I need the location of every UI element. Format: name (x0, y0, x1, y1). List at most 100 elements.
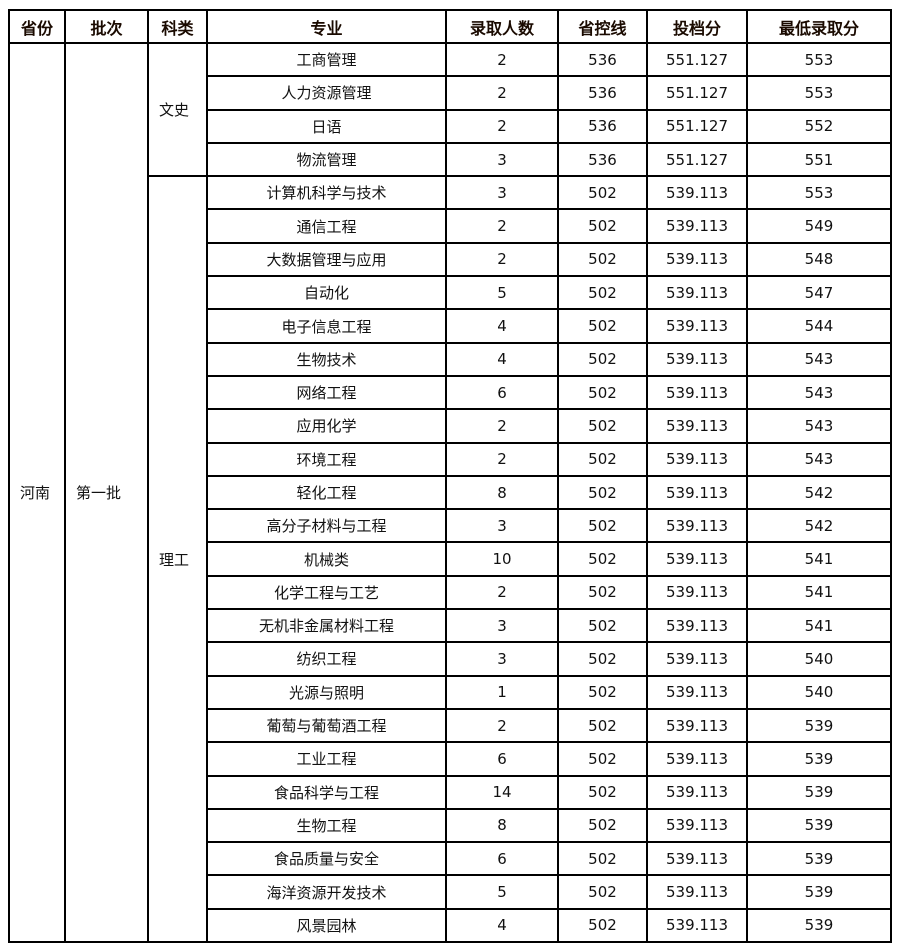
major-cell: 纺织工程 (206, 641, 447, 677)
provincial-line-cell: 502 (557, 341, 648, 377)
admitted-count-cell: 2 (445, 707, 559, 744)
filing-score-cell: 539.113 (646, 208, 748, 244)
filing-score-cell: 539.113 (646, 541, 748, 577)
table-row: 无机非金属材料工程 3 502 539.113 541 (9, 608, 892, 644)
filing-score-cell: 539.113 (646, 874, 748, 910)
category-cell: 文史 (147, 41, 208, 178)
provincial-line-cell: 502 (557, 308, 648, 344)
min-score-cell: 539 (746, 741, 892, 777)
table-row: 通信工程 2 502 539.113 549 (9, 208, 892, 244)
min-score-cell: 539 (746, 807, 892, 844)
provincial-line-cell: 502 (557, 907, 648, 944)
filing-score-cell: 551.127 (646, 141, 748, 178)
min-score-cell: 542 (746, 508, 892, 544)
filing-score-cell: 539.113 (646, 441, 748, 477)
admitted-count-cell: 8 (445, 474, 559, 511)
min-score-cell: 539 (746, 841, 892, 877)
provincial-line-cell: 502 (557, 541, 648, 577)
table-row: 轻化工程 8 502 539.113 542 (9, 474, 892, 511)
admitted-count-cell: 2 (445, 408, 559, 444)
min-score-cell: 539 (746, 774, 892, 810)
admitted-count-cell: 4 (445, 341, 559, 377)
major-cell: 生物技术 (206, 341, 447, 377)
min-score-cell: 543 (746, 341, 892, 377)
provincial-line-cell: 502 (557, 441, 648, 477)
header-batch: 批次 (64, 9, 149, 44)
provincial-line-cell: 502 (557, 175, 648, 211)
min-score-cell: 542 (746, 474, 892, 511)
filing-score-cell: 539.113 (646, 741, 748, 777)
table-row: 网络工程 6 502 539.113 543 (9, 374, 892, 411)
admitted-count-cell: 2 (445, 108, 559, 144)
major-cell: 食品科学与工程 (206, 774, 447, 810)
admitted-count-cell: 2 (445, 441, 559, 477)
admitted-count-cell: 1 (445, 674, 559, 710)
min-score-cell: 539 (746, 707, 892, 744)
min-score-cell: 553 (746, 75, 892, 111)
admitted-count-cell: 6 (445, 741, 559, 777)
table-row: 工业工程 6 502 539.113 539 (9, 741, 892, 777)
filing-score-cell: 539.113 (646, 574, 748, 611)
filing-score-cell: 539.113 (646, 707, 748, 744)
major-cell: 通信工程 (206, 208, 447, 244)
filing-score-cell: 539.113 (646, 308, 748, 344)
table-row: 人力资源管理 2 536 551.127 553 (9, 75, 892, 111)
major-cell: 海洋资源开发技术 (206, 874, 447, 910)
min-score-cell: 543 (746, 441, 892, 477)
filing-score-cell: 539.113 (646, 241, 748, 278)
table-row: 化学工程与工艺 2 502 539.113 541 (9, 574, 892, 611)
min-score-cell: 540 (746, 641, 892, 677)
min-score-cell: 547 (746, 275, 892, 311)
major-cell: 自动化 (206, 275, 447, 311)
admitted-count-cell: 4 (445, 308, 559, 344)
header-category: 科类 (147, 9, 208, 44)
major-cell: 高分子材料与工程 (206, 508, 447, 544)
header-admitted-count: 录取人数 (445, 9, 559, 44)
provincial-line-cell: 536 (557, 75, 648, 111)
min-score-cell: 541 (746, 574, 892, 611)
min-score-cell: 548 (746, 241, 892, 278)
header-row: 省份 批次 科类 专业 录取人数 省控线 投档分 最低录取分 (8, 9, 892, 44)
filing-score-cell: 539.113 (646, 907, 748, 944)
major-cell: 无机非金属材料工程 (206, 608, 447, 644)
table-row: 理工 计算机科学与技术 3 502 539.113 553 (9, 175, 892, 944)
table-row: 纺织工程 3 502 539.113 540 (9, 641, 892, 677)
admitted-count-cell: 3 (445, 608, 559, 644)
filing-score-cell: 551.127 (646, 75, 748, 111)
admitted-count-cell: 2 (445, 41, 559, 78)
major-cell: 物流管理 (206, 141, 447, 178)
table-row: 海洋资源开发技术 5 502 539.113 539 (9, 874, 892, 910)
table-row: 风景园林 4 502 539.113 539 (9, 907, 892, 944)
min-score-cell: 540 (746, 674, 892, 710)
provincial-line-cell: 502 (557, 674, 648, 710)
filing-score-cell: 539.113 (646, 474, 748, 511)
table-row: 生物技术 4 502 539.113 543 (9, 341, 892, 377)
table-row: 葡萄与葡萄酒工程 2 502 539.113 539 (9, 707, 892, 744)
major-cell: 光源与照明 (206, 674, 447, 710)
admitted-count-cell: 2 (445, 574, 559, 611)
provincial-line-cell: 502 (557, 874, 648, 910)
major-cell: 生物工程 (206, 807, 447, 844)
min-score-cell: 543 (746, 408, 892, 444)
min-score-cell: 539 (746, 907, 892, 944)
min-score-cell: 543 (746, 374, 892, 411)
filing-score-cell: 539.113 (646, 374, 748, 411)
filing-score-cell: 539.113 (646, 408, 748, 444)
provincial-line-cell: 502 (557, 641, 648, 677)
major-cell: 工业工程 (206, 741, 447, 777)
admitted-count-cell: 5 (445, 874, 559, 910)
table-row: 食品质量与安全 6 502 539.113 539 (9, 841, 892, 877)
min-score-cell: 551 (746, 141, 892, 178)
min-score-cell: 552 (746, 108, 892, 144)
major-cell: 日语 (206, 108, 447, 144)
table-row: 应用化学 2 502 539.113 543 (9, 408, 892, 444)
header-filing-score: 投档分 (646, 9, 748, 44)
filing-score-cell: 539.113 (646, 774, 748, 810)
table-row: 物流管理 3 536 551.127 551 (9, 141, 892, 178)
table-row: 大数据管理与应用 2 502 539.113 548 (9, 241, 892, 278)
table-row: 光源与照明 1 502 539.113 540 (9, 674, 892, 710)
min-score-cell: 553 (746, 175, 892, 211)
filing-score-cell: 539.113 (646, 674, 748, 710)
table-row: 高分子材料与工程 3 502 539.113 542 (9, 508, 892, 544)
major-cell: 网络工程 (206, 374, 447, 411)
